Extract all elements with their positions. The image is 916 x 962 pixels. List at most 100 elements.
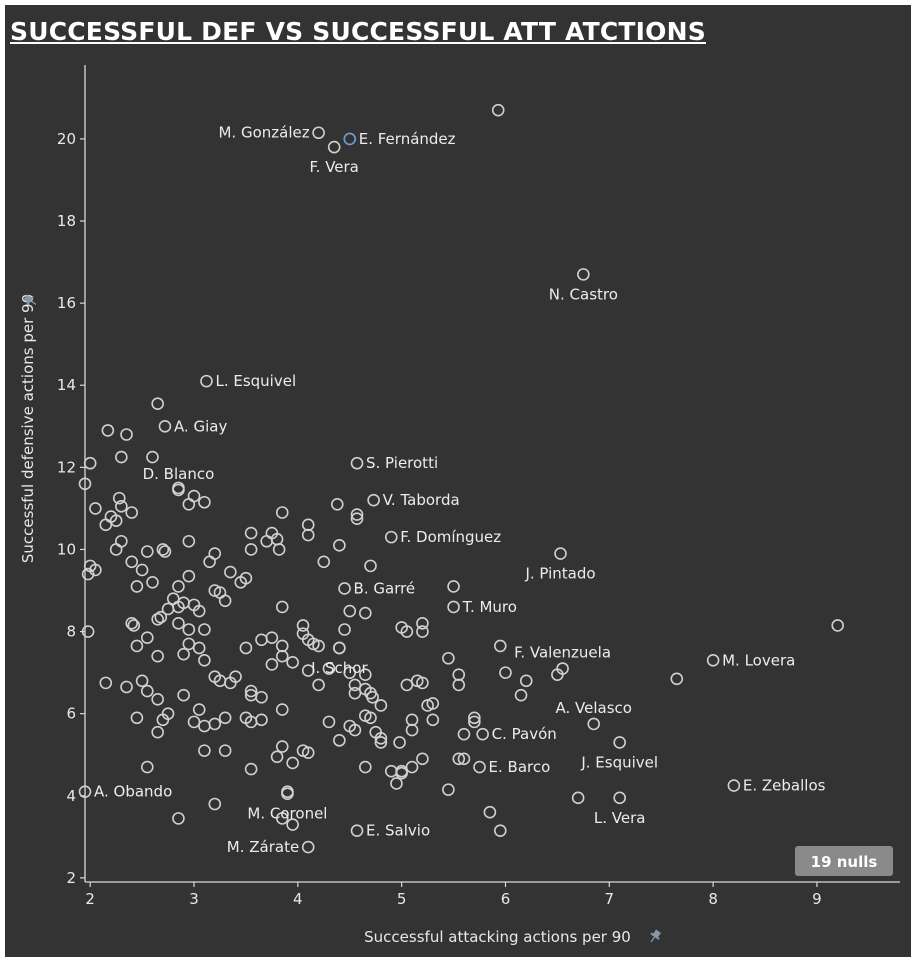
scatter-point[interactable] [99,518,113,532]
scatter-point[interactable] [330,497,344,511]
scatter-point[interactable] [130,639,144,653]
scatter-point[interactable] [286,818,299,831]
scatter-point[interactable] [348,686,362,700]
scatter-point[interactable] [322,715,336,729]
scatter-point[interactable] [416,752,429,766]
scatter-point[interactable] [156,543,170,556]
scatter-point[interactable] [317,555,331,569]
scatter-point[interactable] [109,543,123,556]
y-axis-pin-icon[interactable] [22,293,38,309]
scatter-point[interactable] [457,727,471,741]
scatter-point[interactable] [301,518,315,532]
scatter-point[interactable] [125,617,139,630]
scatter-point[interactable] [374,732,388,745]
scatter-point[interactable] [198,495,211,509]
scatter-point[interactable] [198,654,211,667]
scatter-point[interactable] [244,526,258,540]
scatter-point[interactable] [301,528,315,542]
scatter-point[interactable] [452,678,466,692]
scatter-point[interactable] [172,580,185,593]
scatter-point[interactable] [255,713,268,727]
scatter-point[interactable] [348,678,362,692]
scatter-point[interactable] [244,684,258,698]
scatter-point[interactable] [390,777,403,790]
scatter-point[interactable] [457,752,471,766]
scatter-point[interactable] [359,606,372,620]
scatter-point[interactable] [384,530,398,544]
scatter-point[interactable] [426,697,440,710]
scatter-point[interactable] [265,658,279,671]
scatter-point[interactable] [416,617,429,630]
scatter-point[interactable] [146,450,159,464]
scatter-point[interactable] [359,668,372,681]
scatter-point[interactable] [154,610,168,624]
scatter-point[interactable] [442,783,455,796]
scatter-point[interactable] [312,639,325,653]
scatter-point[interactable] [265,631,279,645]
scatter-point[interactable] [468,715,481,729]
scatter-point[interactable] [198,719,211,733]
scatter-point[interactable] [218,711,232,725]
scatter-point[interactable] [395,621,408,634]
scatter-point[interactable] [338,582,351,595]
scatter-point[interactable] [493,639,507,653]
scatter-point[interactable] [706,654,720,667]
scatter-point[interactable] [301,664,315,677]
scatter-point[interactable] [587,717,601,731]
scatter-point[interactable] [172,483,185,497]
scatter-point[interactable] [81,625,95,638]
scatter-point[interactable] [442,651,455,665]
scatter-point[interactable] [447,600,460,614]
scatter-plot[interactable]: 2 3 4 5 6 7 8 9 2 4 6 8 10 12 14 16 18 20 M. González E. F… [5,5,911,957]
scatter-point[interactable] [115,500,128,513]
scatter-point[interactable] [296,619,310,632]
scatter-point[interactable] [483,805,497,819]
scatter-point[interactable] [272,543,286,556]
scatter-point[interactable] [338,623,351,636]
scatter-point[interactable] [218,594,232,608]
scatter-point[interactable] [333,539,346,552]
scatter-point[interactable] [281,787,294,801]
scatter-point[interactable] [81,567,95,581]
scatter-point[interactable] [367,493,380,507]
scatter-point[interactable] [468,711,481,725]
scatter-point[interactable] [135,674,149,688]
scatter-point[interactable] [140,760,154,774]
scatter-point[interactable] [571,791,585,805]
x-axis-pin-icon[interactable] [647,928,663,944]
scatter-point[interactable] [244,543,258,556]
scatter-point[interactable] [514,688,528,702]
scatter-point[interactable] [140,631,154,645]
scatter-point[interactable] [275,649,289,663]
scatter-point[interactable] [239,641,253,655]
scatter-point[interactable] [101,424,115,437]
scatter-point[interactable] [301,840,315,854]
scatter-point[interactable] [78,477,92,491]
scatter-point[interactable] [182,569,196,583]
scatter-point[interactable] [83,456,97,470]
scatter-point[interactable] [151,693,164,706]
scatter-point[interactable] [192,703,206,716]
scatter-point[interactable] [405,723,419,737]
scatter-point[interactable] [135,563,149,577]
scatter-point[interactable] [286,656,299,669]
scatter-point[interactable] [182,497,196,511]
scatter-point[interactable] [89,563,102,577]
scatter-point[interactable] [172,617,185,630]
scatter-point[interactable] [350,508,364,521]
scatter-point[interactable] [350,824,364,837]
scatter-point[interactable] [177,647,190,661]
scatter-point[interactable] [727,779,741,792]
scatter-point[interactable] [208,717,222,731]
scatter-point[interactable] [130,711,144,725]
scatter-point[interactable] [182,534,196,548]
scatter-point[interactable] [393,736,406,749]
scatter-point[interactable] [519,674,533,688]
scatter-point[interactable] [208,547,222,560]
scatter-point[interactable] [275,740,289,753]
scatter-point[interactable] [416,625,429,638]
scatter-point[interactable] [177,688,190,702]
scatter-point[interactable] [275,639,289,653]
scatter-point[interactable] [359,760,372,774]
scatter-point[interactable] [275,506,289,519]
